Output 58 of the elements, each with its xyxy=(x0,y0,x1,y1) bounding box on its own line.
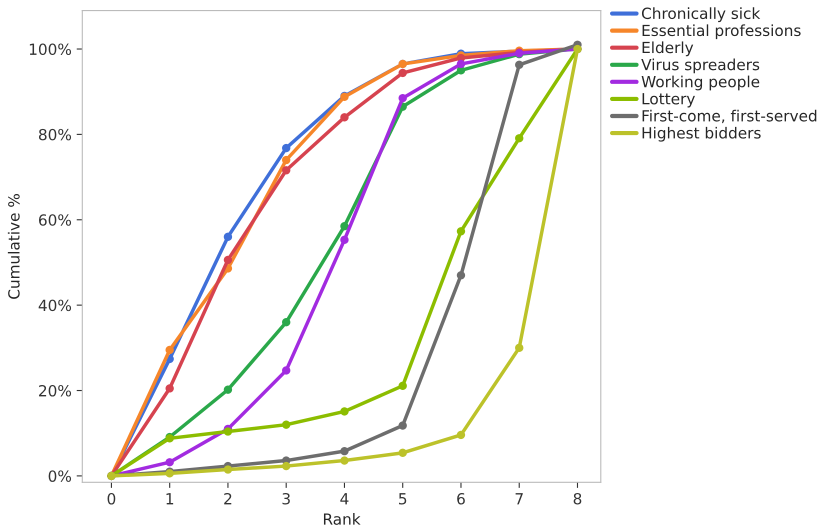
legend-label: Virus spreaders xyxy=(641,58,760,74)
point xyxy=(282,420,290,429)
point xyxy=(224,256,232,264)
legend-label: First-come, first-served xyxy=(642,110,816,124)
x-tick-label: 1 xyxy=(166,493,174,504)
x-tick-label: 5 xyxy=(399,493,406,505)
point xyxy=(340,113,349,122)
point xyxy=(282,156,290,164)
y-tick-label: 20% xyxy=(39,384,72,397)
point xyxy=(456,227,466,236)
legend-label: Essential professions xyxy=(642,24,801,40)
y-axis-title: Cumulative % xyxy=(8,194,20,299)
point xyxy=(398,94,407,102)
x-tick-label: 3 xyxy=(282,492,290,505)
point xyxy=(166,346,174,354)
point xyxy=(398,421,407,430)
x-tick-label: 7 xyxy=(516,493,523,504)
point xyxy=(224,465,232,474)
x-tick-label: 0 xyxy=(108,492,116,505)
point xyxy=(398,68,407,78)
point xyxy=(166,384,174,393)
point xyxy=(340,456,349,465)
y-tick-label: 100% xyxy=(30,43,72,56)
x-tick-label: 6 xyxy=(457,492,465,505)
point xyxy=(224,386,232,394)
point xyxy=(224,427,232,436)
y-tick-label: 40% xyxy=(38,300,72,312)
point xyxy=(282,166,290,174)
point xyxy=(515,344,524,352)
point xyxy=(456,430,466,440)
point xyxy=(340,446,349,456)
legend-label: Lottery xyxy=(642,93,695,108)
y-tick-label: 80% xyxy=(38,128,72,140)
point xyxy=(282,462,290,470)
point xyxy=(456,271,466,280)
legend-label: Elderly xyxy=(642,41,694,56)
point xyxy=(282,144,290,152)
point xyxy=(340,236,349,244)
point xyxy=(166,458,174,466)
legend-label: Chronically sick xyxy=(642,7,760,22)
y-tick-label: 0% xyxy=(48,470,72,482)
x-axis-title: Rank xyxy=(324,513,361,525)
x-tick-label: 2 xyxy=(224,492,232,504)
point xyxy=(224,232,232,242)
point xyxy=(282,366,290,375)
point xyxy=(398,448,407,458)
point xyxy=(282,318,290,326)
point xyxy=(340,407,349,416)
legend-label: Highest bidders xyxy=(642,126,761,142)
point xyxy=(515,134,524,142)
y-tick-label: 60% xyxy=(38,214,72,226)
point xyxy=(340,222,349,230)
point xyxy=(515,60,524,69)
point xyxy=(456,60,466,68)
legend-label: Working people xyxy=(642,76,760,90)
point xyxy=(398,382,407,390)
x-tick-label: 4 xyxy=(340,493,348,504)
x-tick-label: 8 xyxy=(574,492,582,505)
